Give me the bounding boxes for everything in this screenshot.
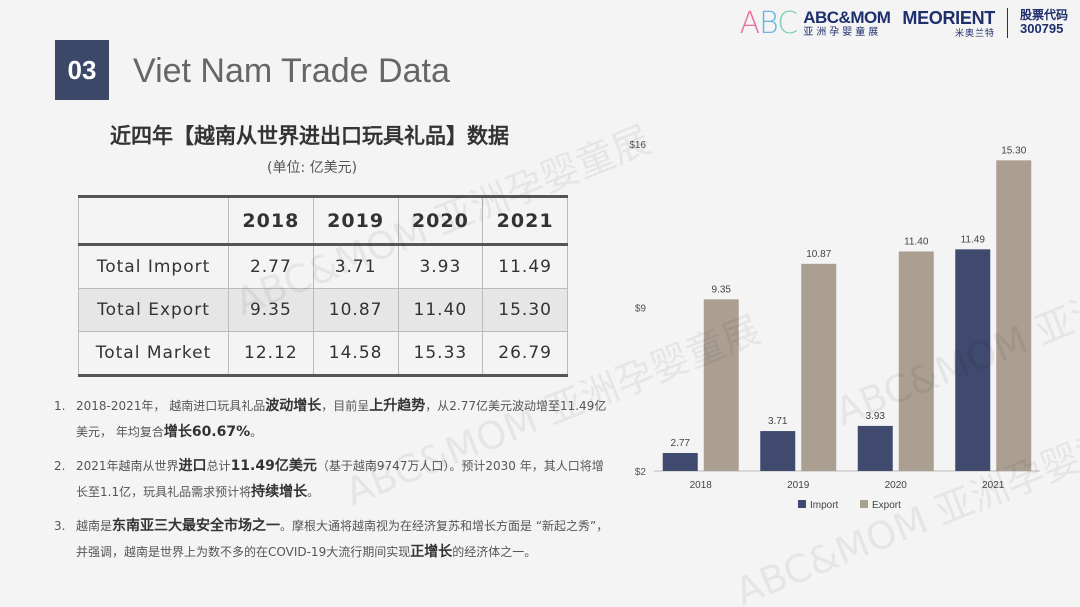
note-emphasis: 增长60.67% bbox=[163, 424, 251, 440]
trade-bar-chart: $2 $9 $16 2.77 9.35 2018 3.71 10.87 2019 3.93 11.4… bbox=[620, 130, 1060, 535]
data-label: 2.77 bbox=[671, 438, 691, 449]
bar-export bbox=[801, 263, 837, 471]
note-number: 3. bbox=[54, 519, 66, 533]
table-cell: 9.35 bbox=[228, 287, 314, 332]
note-item: 1. 2018-2021年， 越南进口玩具礼品波动增长，目前呈上升趋势，从2.77… bbox=[54, 393, 614, 445]
content-heading: 近四年【越南从世界进出口玩具礼品】数据 bbox=[110, 124, 509, 148]
table-cell: 15.30 bbox=[482, 287, 568, 332]
note-segment: 总计 bbox=[206, 459, 231, 473]
data-label: 3.71 bbox=[768, 416, 788, 427]
abc-logo-name: ABC&MOM bbox=[803, 7, 891, 27]
y-tick-label: $9 bbox=[635, 304, 647, 315]
note-emphasis: 东南亚三大最安全市场之一 bbox=[112, 518, 281, 534]
row-label: Total Export bbox=[78, 287, 229, 332]
stock-label: 股票代码 bbox=[1019, 8, 1068, 23]
table-cell: 15.33 bbox=[397, 331, 484, 376]
abc-mom-logo: ABC ABC&MOM 亚洲孕婴童展 bbox=[740, 6, 891, 41]
table-header-row: 2018 2019 2020 2021 bbox=[78, 196, 568, 245]
note-segment: 2018-2021年， 越南进口玩具礼品 bbox=[76, 399, 266, 413]
table-row: Total Market 12.12 14.58 15.33 26.79 bbox=[78, 331, 568, 376]
header-logos: ABC ABC&MOM 亚洲孕婴童展 MEORIENT 米奥兰特 股票代码 30… bbox=[740, 6, 1068, 41]
section-number-badge: 03 bbox=[55, 40, 109, 100]
stock-code: 300795 bbox=[1019, 21, 1064, 37]
table-cell: 11.49 bbox=[482, 244, 568, 289]
note-segment: 的经济体之一。 bbox=[452, 545, 537, 559]
note-text: 2021年越南从世界进口总计11.49亿美元（基于越南9747万人口）。预计20… bbox=[76, 453, 614, 505]
table-header-cell: 2020 bbox=[397, 196, 484, 245]
bar-import bbox=[857, 425, 893, 471]
table-header-cell: 2019 bbox=[312, 196, 399, 245]
bar-export bbox=[898, 251, 934, 471]
y-tick-label: $16 bbox=[629, 140, 646, 151]
note-text: 越南是东南亚三大最安全市场之一。摩根大通将越南视为在经济复苏和增长方面是 “新起… bbox=[76, 513, 614, 565]
note-item: 3. 越南是东南亚三大最安全市场之一。摩根大通将越南视为在经济复苏和增长方面是 “… bbox=[54, 513, 614, 565]
note-emphasis: 11.49亿美元 bbox=[230, 458, 317, 474]
note-segment: 。摩根大通将越南视为在经济复苏和增长方面是 “新起之秀”，并强调，越南是世界上为… bbox=[76, 519, 609, 559]
data-label: 3.93 bbox=[866, 411, 886, 422]
notes-list: 1. 2018-2021年， 越南进口玩具礼品波动增长，目前呈上升趋势，从2.77… bbox=[54, 393, 614, 573]
logo-divider bbox=[1006, 8, 1008, 38]
row-label: Total Market bbox=[78, 331, 229, 376]
note-segment: 。 bbox=[307, 485, 320, 499]
data-label: 11.49 bbox=[961, 234, 986, 245]
abc-logo-icon: ABC bbox=[739, 5, 799, 41]
table-header-cell bbox=[78, 196, 229, 245]
table-row: Total Import 2.77 3.71 3.93 11.49 bbox=[78, 244, 568, 289]
bar-import bbox=[760, 431, 796, 471]
note-segment: ，从2.77亿美元波动增至11.49亿美元， 年均复合 bbox=[76, 399, 607, 439]
bar-export bbox=[996, 160, 1032, 471]
legend-swatch bbox=[798, 500, 806, 508]
table-cell: 26.79 bbox=[482, 331, 568, 376]
table-cell: 2.77 bbox=[228, 244, 314, 289]
note-segment: 。 bbox=[250, 425, 263, 439]
note-emphasis: 上升趋势 bbox=[369, 398, 426, 414]
data-label: 15.30 bbox=[1001, 145, 1026, 156]
note-emphasis: 进口 bbox=[178, 458, 207, 474]
note-number: 1. bbox=[54, 399, 66, 413]
data-label: 11.40 bbox=[904, 236, 929, 247]
table-row: Total Export 9.35 10.87 11.40 15.30 bbox=[78, 287, 568, 332]
note-segment: ，目前呈 bbox=[321, 399, 370, 413]
chart-svg: $2 $9 $16 2.77 9.35 2018 3.71 10.87 2019 3.93 11.4… bbox=[629, 140, 1040, 511]
note-segment: 2021年越南从世界 bbox=[76, 459, 179, 473]
bar-export bbox=[703, 299, 739, 471]
note-emphasis: 持续增长 bbox=[251, 484, 308, 500]
table-cell: 11.40 bbox=[397, 287, 484, 332]
meorient-logo: MEORIENT 米奥兰特 bbox=[902, 9, 995, 38]
note-emphasis: 波动增长 bbox=[265, 398, 322, 414]
note-number: 2. bbox=[54, 459, 66, 473]
data-label: 10.87 bbox=[806, 249, 831, 260]
note-item: 2. 2021年越南从世界进口总计11.49亿美元（基于越南9747万人口）。预计… bbox=[54, 453, 614, 505]
x-tick-label: 2018 bbox=[690, 480, 713, 491]
table-cell: 3.93 bbox=[397, 244, 484, 289]
x-tick-label: 2021 bbox=[982, 480, 1005, 491]
row-label: Total Import bbox=[78, 244, 229, 289]
x-tick-label: 2020 bbox=[885, 480, 908, 491]
meorient-sub: 米奥兰特 bbox=[954, 27, 995, 38]
table-cell: 10.87 bbox=[312, 287, 399, 332]
table-header-cell: 2021 bbox=[482, 196, 568, 245]
x-tick-label: 2019 bbox=[787, 480, 810, 491]
note-text: 2018-2021年， 越南进口玩具礼品波动增长，目前呈上升趋势，从2.77亿美… bbox=[76, 393, 614, 445]
page-title: Viet Nam Trade Data bbox=[133, 52, 450, 90]
legend-label: Export bbox=[872, 500, 901, 511]
trade-data-table: 2018 2019 2020 2021 Total Import 2.77 3.… bbox=[78, 195, 568, 377]
table-header-cell: 2018 bbox=[228, 196, 314, 245]
meorient-name: MEORIENT bbox=[902, 7, 995, 28]
y-tick-label: $2 bbox=[635, 467, 647, 478]
note-emphasis: 正增长 bbox=[410, 544, 453, 560]
table-cell: 12.12 bbox=[228, 331, 314, 376]
data-label: 9.35 bbox=[712, 284, 732, 295]
note-segment: （基于越南9747万人口）。预计2030 年，其人口将增长至1.1亿，玩具礼品需… bbox=[76, 459, 604, 499]
unit-label: (单位: 亿美元) bbox=[267, 160, 358, 176]
table-cell: 14.58 bbox=[312, 331, 399, 376]
note-segment: 越南是 bbox=[76, 519, 113, 533]
legend-swatch bbox=[860, 500, 868, 508]
abc-logo-sub: 亚洲孕婴童展 bbox=[803, 26, 882, 38]
table-cell: 3.71 bbox=[312, 244, 399, 289]
bar-import bbox=[955, 249, 991, 471]
bar-import bbox=[662, 453, 698, 471]
stock-info: 股票代码 300795 bbox=[1019, 8, 1068, 37]
legend-label: Import bbox=[810, 500, 839, 511]
